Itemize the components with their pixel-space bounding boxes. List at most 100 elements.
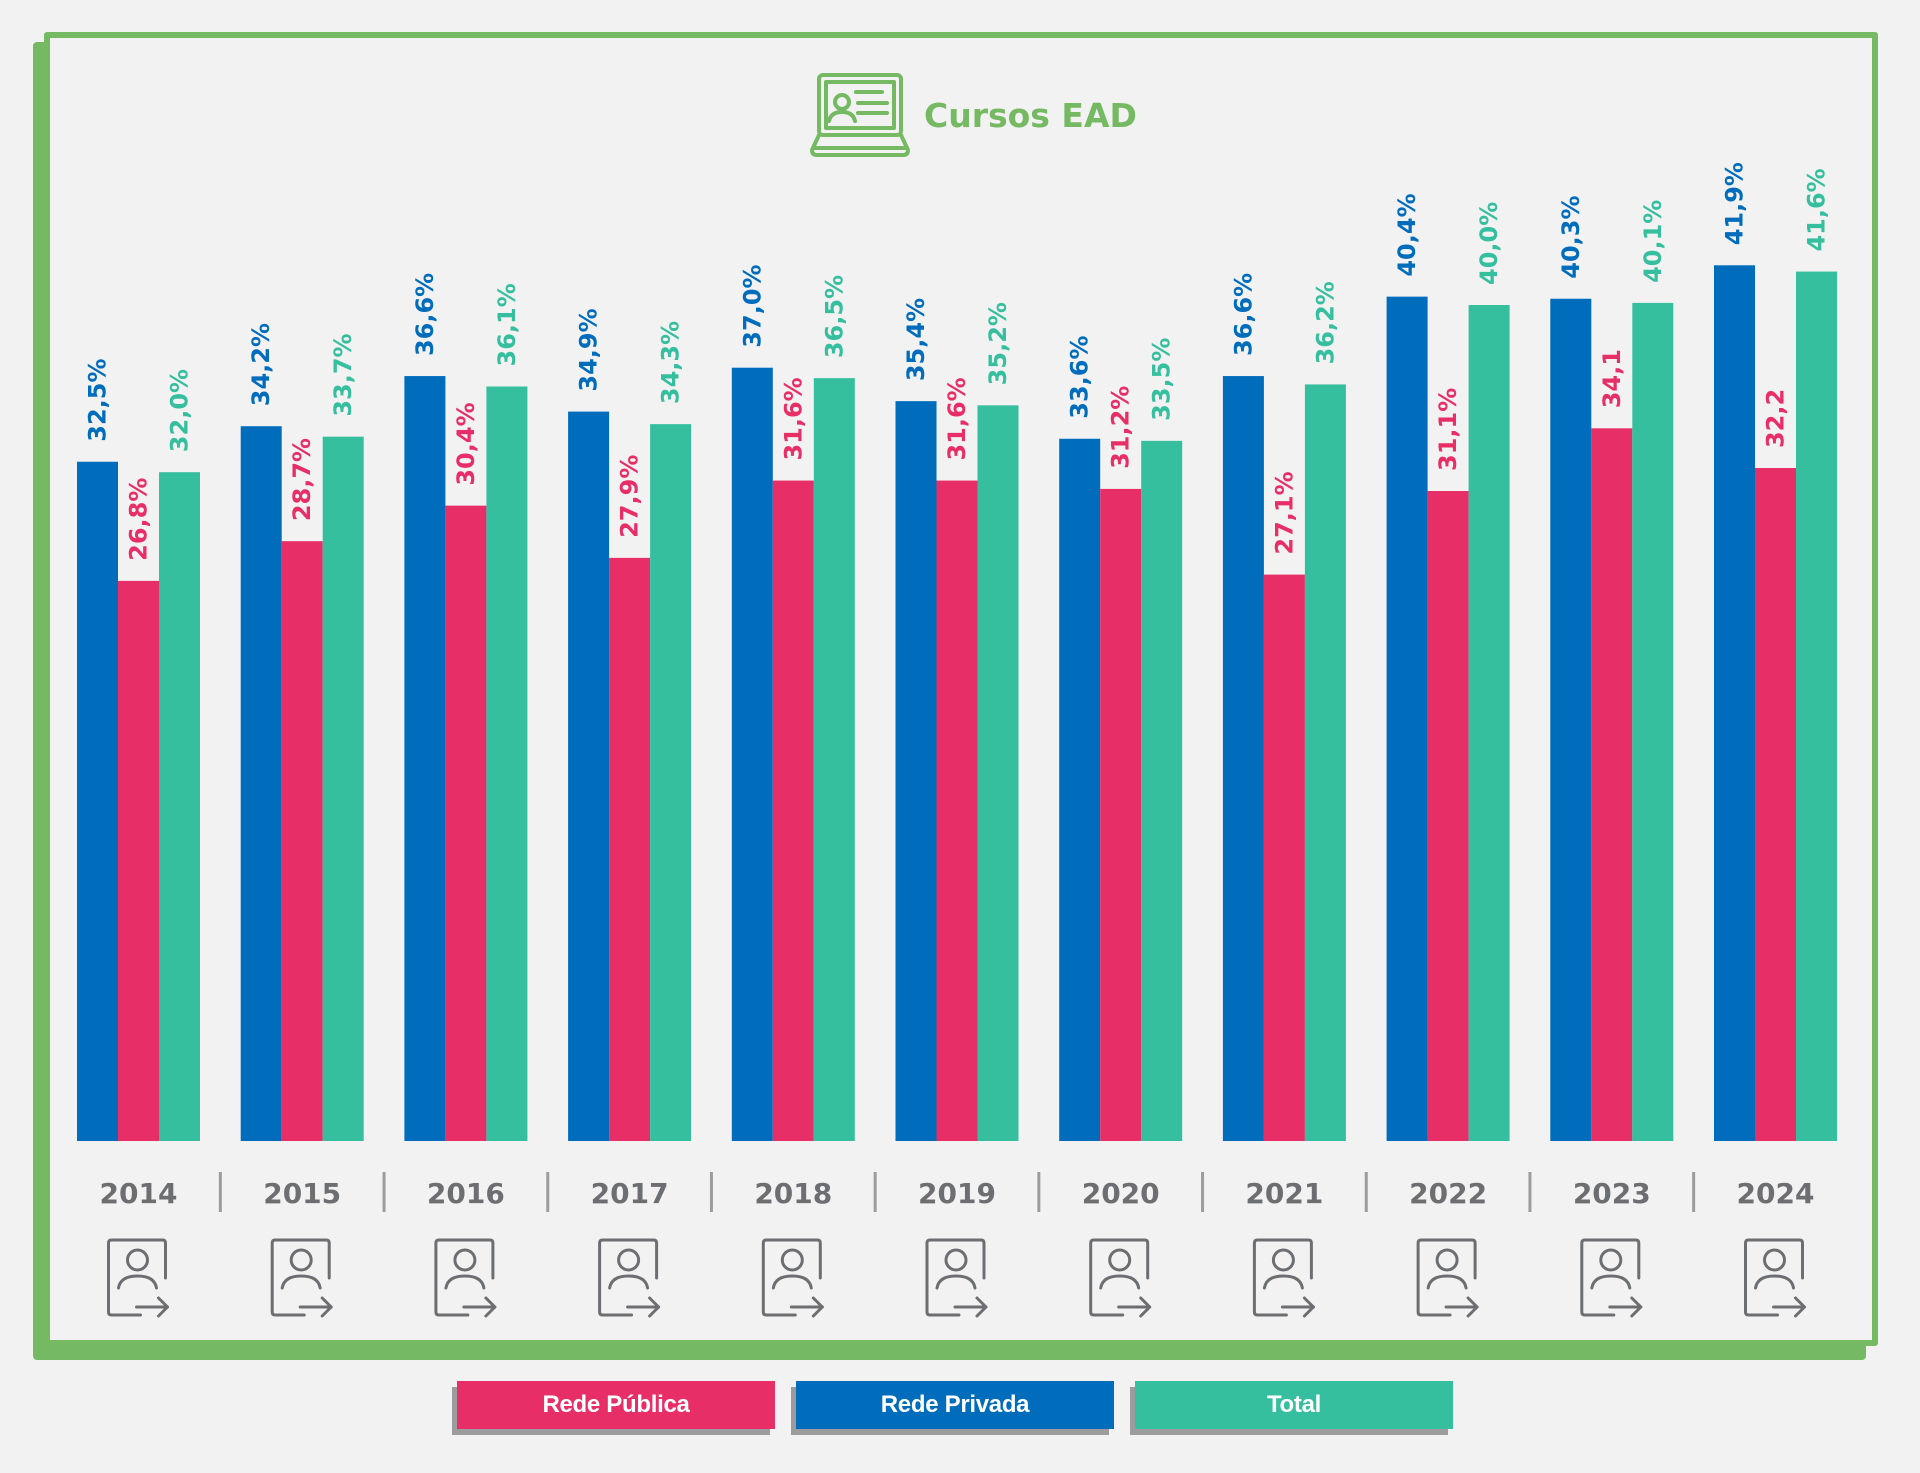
bar-group-2014: 32,5% 26,8% 32,0% bbox=[77, 358, 200, 1141]
bar-rede-privada-2019 bbox=[895, 401, 937, 1141]
data-label: 41,9% bbox=[1721, 162, 1749, 245]
legend-label: Rede Privada bbox=[880, 1391, 1030, 1418]
year-label-2021: 2021 bbox=[1245, 1177, 1323, 1210]
bar-group-2019: 35,4% 31,6% 35,2% bbox=[895, 298, 1019, 1141]
data-label: 34,2% bbox=[247, 323, 275, 406]
person-card-export-icon bbox=[1744, 1238, 1806, 1318]
year-label-2019: 2019 bbox=[918, 1177, 996, 1210]
data-label: 36,6% bbox=[411, 273, 439, 356]
bar-group-2022: 40,4% 31,1% 40,0% bbox=[1386, 193, 1510, 1141]
chart-title: Cursos EAD bbox=[924, 95, 1137, 135]
data-label: 35,2% bbox=[984, 302, 1012, 385]
data-label: 35,4% bbox=[902, 298, 930, 381]
data-label: 36,5% bbox=[820, 275, 848, 358]
data-label: 32,0% bbox=[166, 369, 194, 452]
bar-chart: 32,5% 26,8% 32,0% 2014 34,2% 28,7% 33,7% 2015 36… bbox=[77, 162, 1837, 1318]
bar-group-2023: 40,3% 34,1 40,1% bbox=[1550, 195, 1674, 1142]
year-label-2020: 2020 bbox=[1082, 1177, 1160, 1210]
legend-item-rede-publica[interactable]: Rede Pública bbox=[457, 1381, 775, 1429]
legend-item-total[interactable]: Total bbox=[1135, 1381, 1453, 1429]
data-label: 31,6% bbox=[779, 377, 807, 460]
data-label: 40,0% bbox=[1475, 202, 1503, 285]
bar-group-2018: 37,0% 31,6% 36,5% bbox=[731, 264, 855, 1141]
data-label: 31,6% bbox=[943, 377, 971, 460]
bar-group-2017: 34,9% 27,9% 34,3% bbox=[568, 308, 692, 1142]
bar-total-2016 bbox=[486, 386, 528, 1141]
bar-total-2018 bbox=[813, 378, 855, 1141]
data-label: 27,9% bbox=[616, 455, 644, 538]
bar-total-2023 bbox=[1632, 302, 1674, 1141]
data-label: 40,1% bbox=[1639, 200, 1667, 283]
data-label: 36,2% bbox=[1311, 281, 1339, 364]
person-card-export-icon bbox=[434, 1238, 497, 1318]
bar-group-2024: 41,9% 32,2 41,6% bbox=[1714, 162, 1837, 1141]
person-card-export-icon bbox=[1580, 1238, 1643, 1318]
bar-rede-publica-2022 bbox=[1427, 491, 1469, 1141]
bar-rede-privada-2022 bbox=[1386, 296, 1428, 1141]
data-label: 31,1% bbox=[1434, 388, 1462, 471]
bar-rede-privada-2021 bbox=[1222, 376, 1264, 1141]
bar-rede-privada-2020 bbox=[1059, 438, 1101, 1141]
data-label: 34,3% bbox=[657, 321, 685, 404]
data-label: 40,3% bbox=[1557, 195, 1585, 278]
chart-header: Cursos EAD bbox=[810, 70, 1137, 160]
data-label: 34,1 bbox=[1598, 349, 1626, 408]
bar-rede-publica-2017 bbox=[609, 557, 651, 1141]
legend-label: Rede Pública bbox=[542, 1391, 690, 1418]
bar-total-2019 bbox=[977, 405, 1019, 1141]
bar-rede-publica-2016 bbox=[445, 505, 487, 1141]
year-label-2017: 2017 bbox=[591, 1177, 669, 1210]
legend-item-rede-privada[interactable]: Rede Privada bbox=[796, 1381, 1114, 1429]
year-label-2024: 2024 bbox=[1737, 1177, 1815, 1210]
bar-rede-privada-2016 bbox=[404, 376, 446, 1141]
year-label-2018: 2018 bbox=[754, 1177, 832, 1210]
legend: Rede Pública Rede Privada Total bbox=[0, 1381, 1920, 1441]
bar-rede-privada-2017 bbox=[568, 411, 610, 1142]
data-label: 40,4% bbox=[1393, 193, 1421, 276]
bar-rede-publica-2018 bbox=[772, 480, 814, 1141]
year-label-2015: 2015 bbox=[263, 1177, 341, 1210]
bar-rede-publica-2020 bbox=[1100, 488, 1142, 1141]
data-label: 30,4% bbox=[452, 402, 480, 485]
data-label: 27,1% bbox=[1270, 471, 1298, 554]
person-card-export-icon bbox=[598, 1238, 661, 1318]
bar-total-2021 bbox=[1304, 384, 1346, 1141]
data-label: 41,6% bbox=[1803, 168, 1831, 251]
year-label-2016: 2016 bbox=[427, 1177, 505, 1210]
bar-rede-publica-2021 bbox=[1263, 574, 1305, 1141]
bar-total-2020 bbox=[1141, 440, 1183, 1142]
data-label: 36,6% bbox=[1229, 273, 1257, 356]
bar-rede-privada-2015 bbox=[240, 426, 282, 1142]
bar-rede-privada-2018 bbox=[731, 367, 773, 1141]
laptop-profile-icon bbox=[810, 73, 910, 157]
person-card-export-icon bbox=[761, 1238, 824, 1318]
bar-total-2014 bbox=[159, 472, 200, 1141]
bar-rede-publica-2014 bbox=[118, 580, 159, 1141]
person-card-export-icon bbox=[1089, 1238, 1152, 1318]
data-label: 33,6% bbox=[1066, 335, 1094, 418]
data-label: 32,5% bbox=[84, 358, 112, 441]
bar-total-2017 bbox=[650, 424, 692, 1141]
data-label: 34,9% bbox=[575, 308, 603, 391]
data-label: 28,7% bbox=[288, 438, 316, 521]
person-card-export-icon bbox=[1416, 1238, 1479, 1318]
bar-group-2016: 36,6% 30,4% 36,1% bbox=[404, 273, 528, 1141]
bar-group-2021: 36,6% 27,1% 36,2% bbox=[1222, 273, 1346, 1141]
person-card-export-icon bbox=[270, 1238, 333, 1318]
bar-rede-privada-2024 bbox=[1714, 265, 1755, 1141]
year-label-2014: 2014 bbox=[100, 1177, 178, 1210]
year-label-2023: 2023 bbox=[1573, 1177, 1651, 1210]
person-card-export-icon bbox=[107, 1238, 169, 1318]
bar-total-2024 bbox=[1796, 271, 1837, 1141]
data-label: 33,5% bbox=[1148, 338, 1176, 421]
bar-group-2015: 34,2% 28,7% 33,7% bbox=[240, 323, 364, 1142]
data-label: 33,7% bbox=[329, 333, 357, 416]
bar-rede-publica-2023 bbox=[1591, 428, 1633, 1141]
bar-rede-privada-2023 bbox=[1550, 298, 1592, 1142]
data-label: 37,0% bbox=[738, 264, 766, 347]
data-label: 36,1% bbox=[493, 283, 521, 366]
bar-total-2022 bbox=[1468, 305, 1510, 1141]
bar-rede-publica-2019 bbox=[936, 480, 978, 1141]
bar-rede-publica-2024 bbox=[1755, 468, 1796, 1141]
bar-total-2015 bbox=[322, 436, 364, 1141]
